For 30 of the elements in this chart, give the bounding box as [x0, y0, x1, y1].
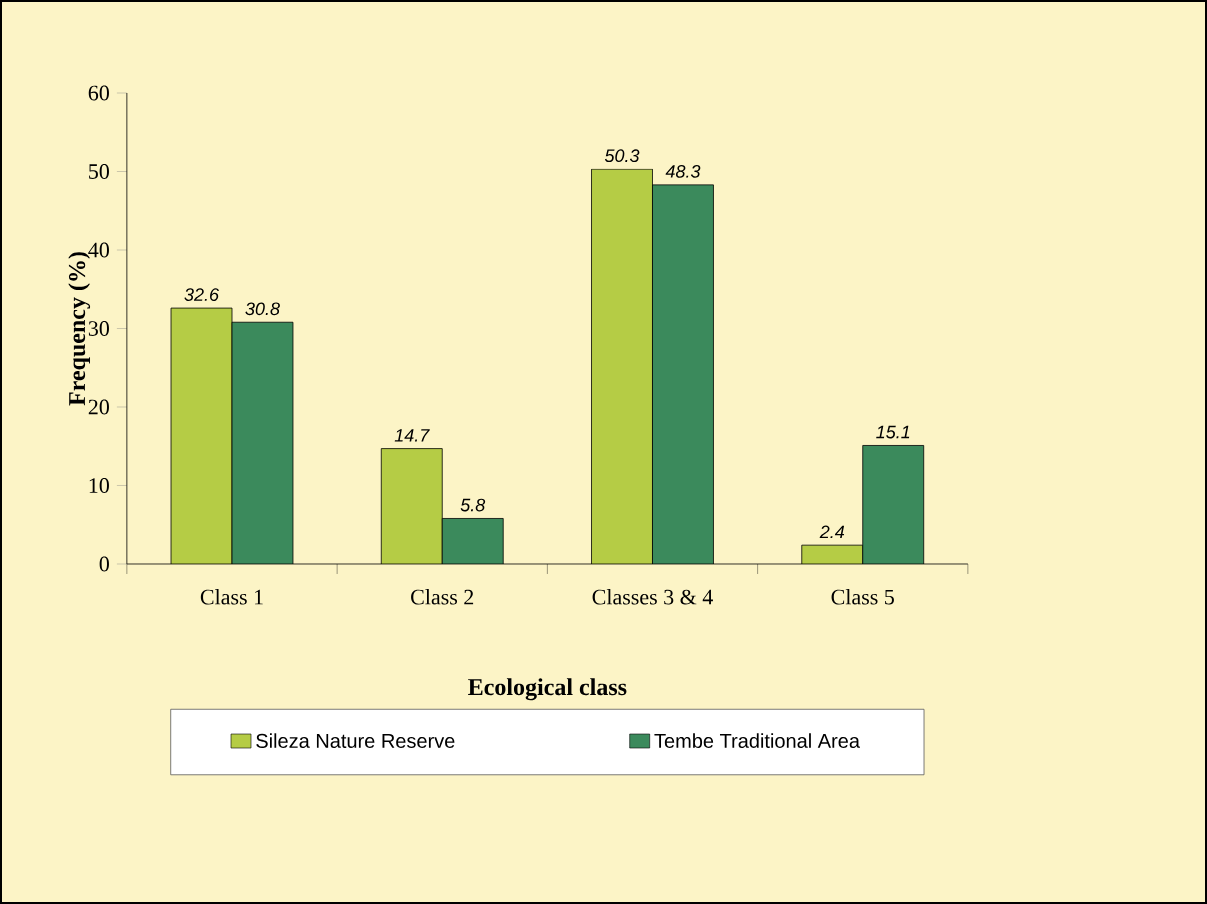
y-axis-title: Frequency (%) — [68, 252, 91, 406]
x-tick-label: Class 5 — [831, 589, 894, 605]
x-axis-title: Ecological class — [468, 678, 627, 701]
y-tick-label: 20 — [88, 399, 109, 415]
x-tick-label: Class 2 — [411, 589, 474, 605]
y-tick-label: 0 — [99, 556, 109, 572]
legend-label: Tembe Traditional Area — [654, 733, 860, 748]
y-tick-label: 40 — [88, 242, 109, 258]
y-tick-label: 30 — [88, 321, 109, 336]
y-tick-label: 10 — [89, 478, 109, 493]
bar — [442, 518, 504, 564]
data-label: 32.6 — [184, 288, 220, 302]
data-label: 2.4 — [819, 525, 845, 539]
x-tick-label: Classes 3 & 4 — [592, 589, 713, 605]
data-label: 50.3 — [604, 149, 640, 163]
data-label: 48.3 — [665, 165, 701, 178]
x-tick-label: Class 1 — [200, 589, 263, 605]
bar — [862, 445, 925, 564]
bar — [652, 184, 714, 564]
y-tick-label: 50 — [89, 164, 109, 179]
bar — [381, 448, 443, 564]
data-label: 14.7 — [394, 429, 430, 442]
legend-label: Sileza Nature Reserve — [256, 733, 455, 748]
data-label: 5.8 — [460, 498, 486, 512]
y-tick-label: 60 — [88, 85, 109, 101]
data-label: 15.1 — [876, 425, 910, 439]
bar — [591, 169, 653, 564]
bar — [232, 322, 293, 564]
bar — [171, 308, 232, 564]
data-label: 30.8 — [245, 302, 280, 316]
